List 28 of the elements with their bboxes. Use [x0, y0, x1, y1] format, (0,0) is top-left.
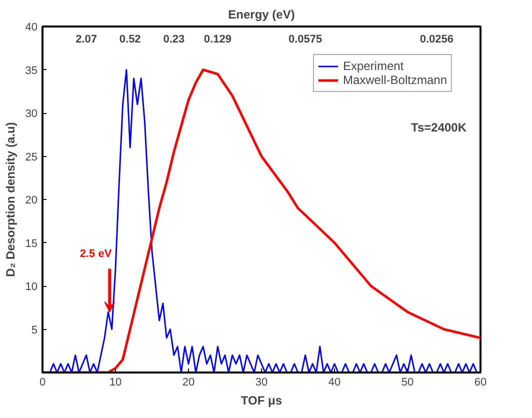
y-tick-label: 15	[25, 238, 38, 250]
x-tick-label: 50	[401, 376, 414, 388]
y-tick-label: 40	[25, 22, 38, 34]
y-tick-label: 25	[25, 151, 38, 164]
x-tick-label: 20	[182, 376, 195, 388]
legend-label: Maxwell-Boltzmann	[342, 73, 447, 87]
chart-title: Energy (eV)	[228, 8, 295, 22]
annotation: 0.0575	[288, 34, 322, 46]
x-tick-label: 0	[39, 376, 46, 388]
annotation: 2.5 eV	[80, 248, 112, 260]
y-tick-label: 20	[25, 194, 38, 206]
annotation: Ts=2400K	[411, 120, 467, 134]
y-tick-label: 10	[25, 281, 38, 293]
y-tick-label: 35	[25, 64, 38, 77]
y-tick-label: 5	[31, 324, 38, 336]
y-tick-label: 30	[25, 108, 38, 120]
annotation: 0.0256	[420, 34, 454, 46]
legend-label: Experiment	[342, 59, 404, 73]
x-tick-label: 60	[474, 376, 487, 388]
annotation: 0.129	[204, 34, 232, 46]
y-axis-title: D₂ Desorption density (a.u)	[3, 122, 18, 277]
annotation: 0.23	[163, 34, 185, 46]
x-axis-title: TOF μs	[240, 394, 282, 408]
annotation: 2.07	[76, 34, 98, 46]
x-tick-label: 30	[255, 376, 268, 388]
x-tick-label: 10	[109, 376, 122, 388]
annotation: 0.52	[119, 34, 141, 46]
x-tick-label: 40	[328, 376, 341, 388]
